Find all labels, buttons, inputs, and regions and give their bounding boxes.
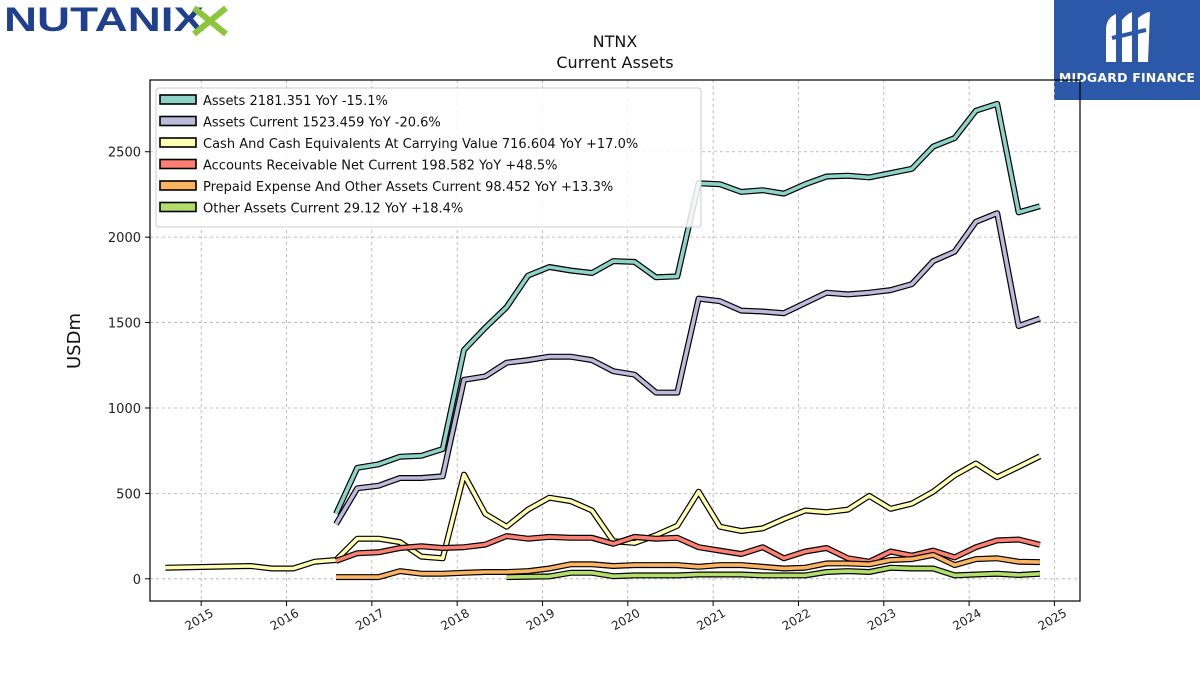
x-tick-label-8: 2023 — [865, 606, 898, 633]
series-0 — [333, 100, 1041, 516]
y-axis-label: USDm — [64, 313, 85, 369]
series-1 — [333, 210, 1041, 526]
x-tick-label-0: 2015 — [182, 606, 215, 633]
series-line-3 — [335, 534, 1041, 564]
y-tick-label-2: 1000 — [108, 402, 141, 417]
x-tick-label-10: 2025 — [1036, 606, 1069, 633]
legend-swatch-4 — [159, 180, 197, 191]
legend-label-4: Prepaid Expense And Other Assets Current… — [203, 180, 613, 195]
series-layer — [165, 100, 1042, 581]
chart-subtitle: Current Assets — [556, 53, 673, 72]
legend-swatch-1 — [159, 115, 197, 127]
y-tick-label-0: 0 — [133, 573, 141, 588]
midgard-finance-label: MIDGARD FINANCE — [1058, 70, 1196, 85]
legend-box — [155, 87, 702, 228]
x-tick-label-6: 2021 — [694, 606, 727, 633]
nutanix-logo: NUTANIX — [4, 2, 228, 38]
plot-frame — [149, 79, 1081, 602]
legend-swatch-0 — [159, 94, 197, 105]
chart-title: NTNX — [593, 32, 638, 51]
x-tick-label-5: 2020 — [609, 606, 642, 633]
y-tick-label-4: 2000 — [108, 231, 141, 246]
legend-label-0: Assets 2181.351 YoY -15.1% — [203, 94, 388, 109]
series-4 — [336, 551, 1040, 581]
series-line-0 — [334, 102, 1041, 515]
midgard-emblem-icon — [1106, 12, 1150, 62]
series-5 — [506, 564, 1041, 581]
series-line-1 — [334, 211, 1041, 526]
legend-swatch-3 — [159, 158, 197, 170]
x-tick-label-1: 2016 — [268, 606, 301, 633]
series-line-4 — [336, 553, 1040, 579]
nutanix-logo-x-mark — [192, 5, 228, 37]
series-2 — [165, 453, 1042, 572]
legend-label-3: Accounts Receivable Net Current 198.582 … — [203, 159, 558, 174]
series-outline-2 — [165, 453, 1042, 572]
x-tick-label-3: 2018 — [438, 606, 471, 633]
legend-label-1: Assets Current 1523.459 YoY -20.6% — [203, 116, 441, 131]
legend-label-2: Cash And Cash Equivalents At Carrying Va… — [203, 137, 638, 152]
nutanix-logo-text: NUTANIX — [4, 2, 204, 38]
x-tick-label-2: 2017 — [353, 606, 386, 633]
midgard-finance-logo: MIDGARD FINANCE — [1054, 0, 1200, 100]
series-line-5 — [506, 565, 1041, 579]
legend-swatch-5 — [159, 201, 197, 213]
legend-label-5: Other Assets Current 29.12 YoY +18.4% — [203, 202, 463, 217]
x-tick-label-7: 2022 — [780, 606, 813, 633]
y-tick-label-3: 1500 — [108, 317, 141, 332]
y-tick-label-1: 500 — [116, 487, 141, 502]
legend: Assets 2181.351 YoY -15.1% Assets Current… — [155, 87, 702, 228]
x-tick-label-4: 2019 — [524, 606, 557, 633]
x-tick-label-9: 2024 — [950, 606, 983, 633]
series-line-2 — [165, 454, 1041, 571]
y-tick-label-5: 2500 — [108, 146, 141, 161]
legend-swatch-2 — [159, 137, 197, 148]
series-3 — [334, 533, 1041, 565]
